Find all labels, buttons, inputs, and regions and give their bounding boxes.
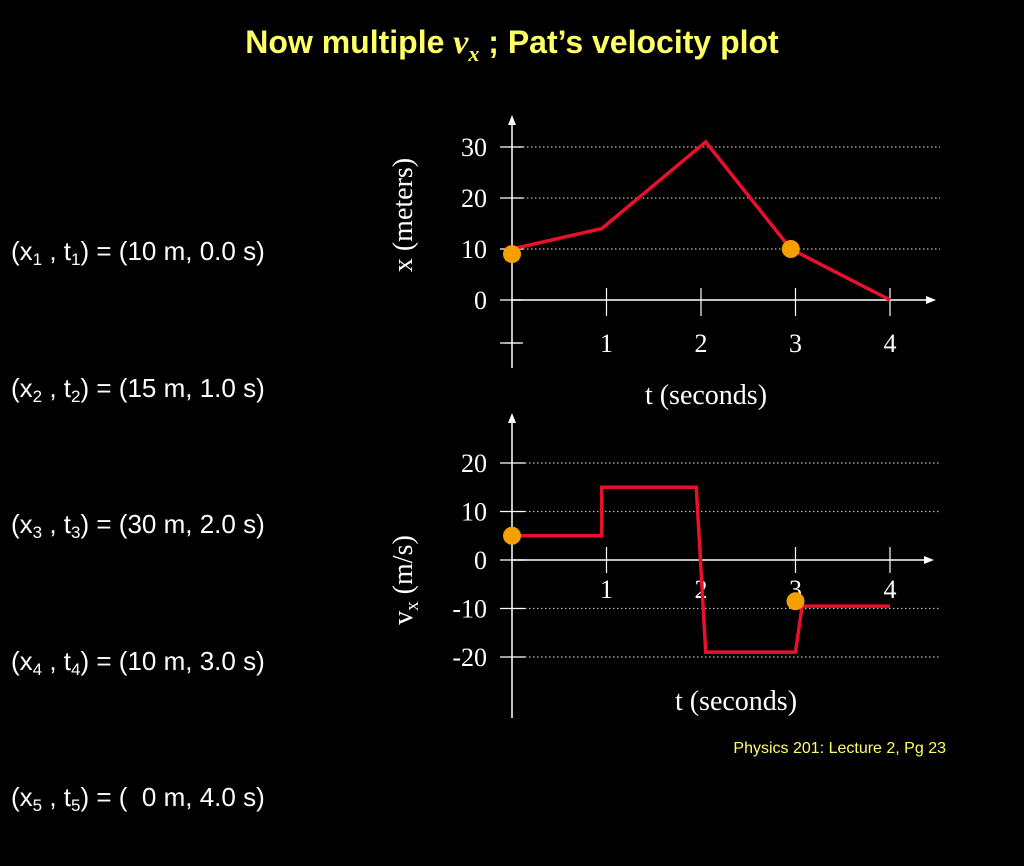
position-series-line-0 [511,139,891,302]
position-ytick-label-0: 0 [474,286,487,315]
position-ytick-label-3: 30 [461,133,487,162]
pair-1-c: ) = (10 m, 0.0 s) [80,236,265,266]
velocity-ylabel-sub: x [402,601,423,611]
velocity-marker-0 [503,526,521,545]
position-xtick-label-3: 4 [884,329,897,358]
velocity-x-axis-arrow [924,556,934,564]
velocity-xtick-label-3: 4 [884,575,897,604]
position-ylabel: x (meters) [388,158,419,272]
pair-1-i: 1 [32,250,43,269]
pair-5-i: 5 [32,796,43,815]
velocity-ytick-label-0: 20 [461,449,487,478]
pair-2-i: 2 [32,386,43,406]
pair-4-i: 4 [32,659,43,679]
charts-canvas: 0 10 20 30 1 2 3 4 t (seconds) x (meters) 20 10 0 -10… [388,115,940,718]
title-velocity-symbol: vx [453,24,479,66]
title-suffix: ; Pat’s velocity plot [488,24,779,60]
pair-2-b: , t [42,372,72,403]
position-xtick-label-2: 3 [789,329,802,358]
title-v: v [453,24,469,61]
position-xlabel: t (seconds) [645,380,767,411]
pair-5-b: , t [42,782,72,812]
velocity-series-line-0 [512,485,890,654]
velocity-ytick-label-4: -20 [452,643,487,672]
footer-text: Physics 201: Lecture 2, Pg 23 [733,740,946,757]
title-v-subscript: x [468,40,480,66]
position-marker-1 [781,240,800,258]
pair-1-b: , t [42,236,72,266]
velocity-xtick-label-0: 1 [600,575,613,604]
velocity-ytick-label-1: 10 [461,498,487,527]
title-prefix: Now multiple [245,24,445,60]
pair-1: (x1 , t1) = (10 m, 0.0 s) [11,229,265,275]
pair-1-j: 1 [71,250,81,269]
pair-3: (x3 , t3) = (30 m, 2.0 s) [11,502,265,548]
velocity-ytick-label-2: 0 [474,546,487,575]
position-ytick-label-2: 20 [461,184,487,213]
velocity-ylabel: vx (m/s) [388,535,423,625]
position-ytick-label-1: 10 [461,235,487,264]
pair-3-c: ) = (30 m, 2.0 s) [80,509,265,539]
pair-2-c: ) = (15 m, 1.0 s) [80,372,265,403]
velocity-ylabel-rest: (m/s) [388,535,419,601]
position-y-axis-arrow [508,115,516,125]
pair-5-j: 5 [71,796,81,815]
position-x-axis-arrow [926,296,936,304]
pair-2-j: 2 [71,386,81,406]
pair-5: (x5 , t5) = ( 0 m, 4.0 s) [11,775,265,821]
pair-4-j: 4 [71,659,81,679]
velocity-ylabel-main: v [388,611,419,625]
pair-3-j: 3 [71,523,81,542]
velocity-marker-1 [786,592,805,611]
pair-5-c: ) = ( 0 m, 4.0 s) [80,782,265,812]
pair-3-a: (x [11,509,33,539]
pair-1-a: (x [11,236,33,266]
velocity-y-axis-arrow [508,413,516,423]
position-xtick-label-0: 1 [600,329,613,358]
pair-3-b: , t [42,509,72,539]
pair-4-a: (x [11,645,33,676]
pair-3-i: 3 [32,523,43,542]
pair-2: (x2 , t2) = (15 m, 1.0 s) [11,366,265,412]
pair-4-b: , t [42,645,72,676]
position-marker-0 [503,245,521,264]
position-xtick-label-1: 2 [695,329,708,358]
pair-4-c: ) = (10 m, 3.0 s) [80,645,265,676]
pair-2-a: (x [11,372,33,403]
slide-title: Now multiple vx ; Pat’s velocity plot [0,24,1024,67]
pair-5-a: (x [11,782,33,812]
pair-4: (x4 , t4) = (10 m, 3.0 s) [11,639,265,685]
velocity-xlabel: t (seconds) [675,686,797,717]
velocity-ytick-label-3: -10 [452,595,487,624]
